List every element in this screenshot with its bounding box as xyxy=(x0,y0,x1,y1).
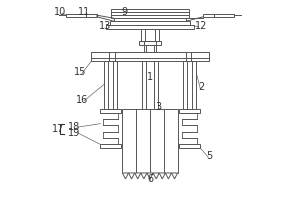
Bar xyxy=(100,144,121,148)
Bar xyxy=(104,61,117,109)
Bar xyxy=(100,109,121,113)
Polygon shape xyxy=(153,173,159,179)
Polygon shape xyxy=(122,173,128,179)
Text: 13: 13 xyxy=(98,21,111,31)
Bar xyxy=(66,14,97,17)
Bar xyxy=(203,14,234,17)
Text: 6: 6 xyxy=(147,174,153,184)
Bar xyxy=(179,109,200,113)
Text: 2: 2 xyxy=(198,82,204,92)
Text: 18: 18 xyxy=(68,122,80,132)
Text: 17: 17 xyxy=(52,124,64,134)
Bar xyxy=(113,18,187,21)
Polygon shape xyxy=(159,173,165,179)
Bar xyxy=(110,21,190,25)
Text: 10: 10 xyxy=(54,7,66,17)
Bar xyxy=(122,109,178,173)
Bar xyxy=(141,29,159,41)
Polygon shape xyxy=(165,173,172,179)
Text: 15: 15 xyxy=(74,67,86,77)
Text: 11: 11 xyxy=(78,7,90,17)
Bar xyxy=(139,41,161,45)
Bar xyxy=(106,25,194,29)
Polygon shape xyxy=(147,173,153,179)
Bar xyxy=(91,52,209,61)
Text: 16: 16 xyxy=(76,95,88,105)
Polygon shape xyxy=(128,173,135,179)
Text: 9: 9 xyxy=(121,7,127,17)
Polygon shape xyxy=(141,173,147,179)
Bar xyxy=(111,9,189,18)
Bar xyxy=(142,61,158,109)
Text: 12: 12 xyxy=(195,21,208,31)
Text: 1: 1 xyxy=(147,72,153,82)
Bar xyxy=(144,45,156,52)
Text: 3: 3 xyxy=(155,102,161,112)
Polygon shape xyxy=(135,173,141,179)
Polygon shape xyxy=(172,173,178,179)
Bar xyxy=(179,144,200,148)
Bar xyxy=(183,61,196,109)
Text: 5: 5 xyxy=(206,151,212,161)
Text: 19: 19 xyxy=(68,128,80,138)
